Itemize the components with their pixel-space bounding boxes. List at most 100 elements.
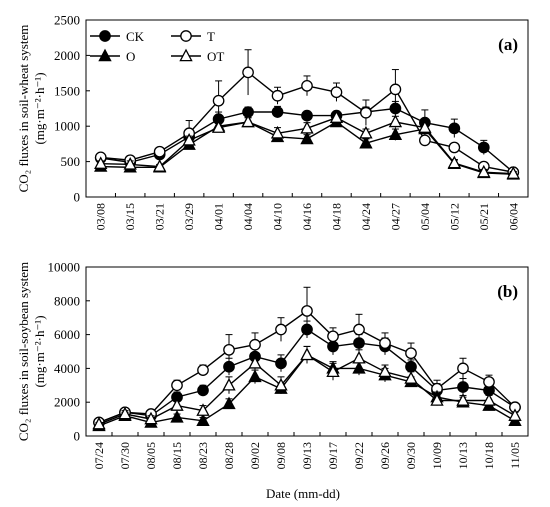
data-point-t — [327, 330, 339, 343]
data-point-ot — [300, 347, 314, 361]
data-point-t — [301, 305, 313, 317]
x-tick-label-a: 04/10 — [271, 203, 285, 230]
data-point-ot — [144, 411, 158, 425]
data-point-ot — [329, 110, 344, 123]
data-point-ot — [241, 114, 255, 128]
x-tick-label-a: 05/12 — [447, 203, 461, 230]
legend-label-ck: CK — [126, 29, 145, 44]
x-tick-label-a: 04/16 — [300, 203, 314, 230]
series-line-o — [98, 354, 516, 427]
x-tick-label-b: 11/05 — [508, 442, 522, 469]
data-point-ot — [430, 393, 444, 406]
y-tick-label-b: 0 — [74, 429, 81, 444]
data-point-t — [275, 323, 287, 336]
x-tick-label-a: 05/04 — [418, 203, 432, 230]
y-axis-label-b: CO₂ fluxes in soil-soybean system — [16, 262, 31, 441]
data-point-ot — [211, 120, 226, 133]
legend-label-o: O — [126, 49, 135, 64]
data-point-o — [388, 127, 403, 140]
x-tick-label-b: 07/30 — [118, 442, 132, 469]
data-point-ot — [196, 403, 210, 416]
y-tick-label-a: 500 — [61, 154, 81, 169]
panel-label-b: (b) — [497, 282, 518, 301]
x-tick-label-b: 07/24 — [92, 442, 106, 469]
x-tick-label-a: 06/04 — [506, 203, 520, 230]
legend: CK T O OT — [90, 29, 224, 64]
data-point-ot — [477, 164, 491, 178]
x-tick-label-a: 03/15 — [123, 203, 137, 230]
x-tick-label-a: 04/24 — [359, 203, 373, 230]
data-point-ot — [170, 398, 184, 411]
data-point-t — [405, 347, 417, 360]
data-point-t — [389, 83, 402, 96]
legend-marker-ot — [179, 48, 193, 62]
data-point-t — [212, 94, 225, 107]
data-point-t — [171, 379, 183, 392]
data-point-ot — [118, 406, 132, 420]
y-axis-label-a: CO₂ fluxes in soil-wheat system — [16, 25, 31, 193]
x-tick-label-b: 09/02 — [248, 442, 262, 469]
data-point-t — [197, 364, 209, 376]
data-point-ot — [482, 393, 496, 406]
data-point-t — [271, 89, 284, 102]
data-point-t — [353, 323, 365, 336]
x-tick-label-b: 09/26 — [378, 442, 392, 469]
x-tick-label-b: 10/09 — [430, 442, 444, 469]
data-point-t — [242, 66, 254, 79]
x-tick-label-a: 03/21 — [153, 203, 167, 230]
panel-label-a: (a) — [498, 35, 518, 54]
x-tick-label-b: 08/15 — [170, 442, 184, 469]
x-tick-label-a: 04/18 — [329, 203, 343, 230]
data-point-ot — [508, 408, 522, 421]
data-point-ot — [92, 416, 106, 430]
data-point-t — [457, 362, 469, 375]
data-point-o — [248, 369, 262, 383]
data-point-ot — [222, 377, 236, 391]
y-tick-label-b: 4000 — [54, 361, 80, 376]
y-tick-label-a: 1500 — [54, 83, 80, 98]
x-tick-label-b: 10/18 — [482, 442, 496, 469]
plot-frame-b — [85, 266, 529, 437]
data-point-t — [360, 106, 372, 119]
plot-frame-a — [85, 19, 529, 198]
x-tick-label-b: 08/28 — [222, 442, 236, 469]
x-tick-label-a: 03/08 — [94, 203, 108, 230]
x-tick-label-b: 08/23 — [196, 442, 210, 469]
y-tick-label-b: 6000 — [54, 327, 80, 342]
x-tick-label-a: 05/21 — [477, 203, 491, 230]
x-tick-label-b: 09/30 — [404, 442, 418, 469]
data-point-t — [483, 376, 495, 388]
x-tick-label-b: 09/13 — [300, 442, 314, 469]
data-point-ck — [275, 357, 287, 370]
data-point-ot — [352, 350, 366, 364]
data-point-ot — [447, 155, 462, 169]
series-ot-a — [94, 110, 520, 179]
data-point-ot — [274, 377, 288, 391]
legend-label-ot: OT — [207, 49, 224, 64]
data-point-o — [196, 413, 210, 427]
data-point-o — [300, 131, 314, 145]
x-tick-label-b: 09/17 — [326, 442, 340, 469]
x-axis-label: Date (mm-dd) — [266, 486, 340, 501]
data-point-ck — [197, 384, 209, 397]
y-tick-label-a: 2000 — [54, 48, 80, 63]
data-point-ot — [94, 156, 108, 169]
data-point-ot — [326, 364, 340, 378]
y-tick-label-b: 8000 — [54, 293, 80, 308]
data-point-t — [330, 86, 343, 99]
data-point-ot — [388, 114, 403, 128]
legend-marker-ck — [99, 30, 111, 42]
x-tick-label-b: 09/22 — [352, 442, 366, 469]
data-point-ot — [456, 393, 470, 406]
data-point-ot — [270, 125, 285, 139]
data-point-ck — [448, 122, 461, 135]
legend-label-t: T — [207, 29, 215, 44]
data-point-t — [379, 337, 391, 349]
data-point-o — [222, 396, 236, 410]
x-tick-label-b: 10/13 — [456, 442, 470, 469]
data-point-t — [223, 343, 235, 356]
x-tick-label-b: 09/08 — [274, 442, 288, 469]
data-point-t — [301, 79, 313, 92]
data-point-ot — [404, 371, 418, 384]
